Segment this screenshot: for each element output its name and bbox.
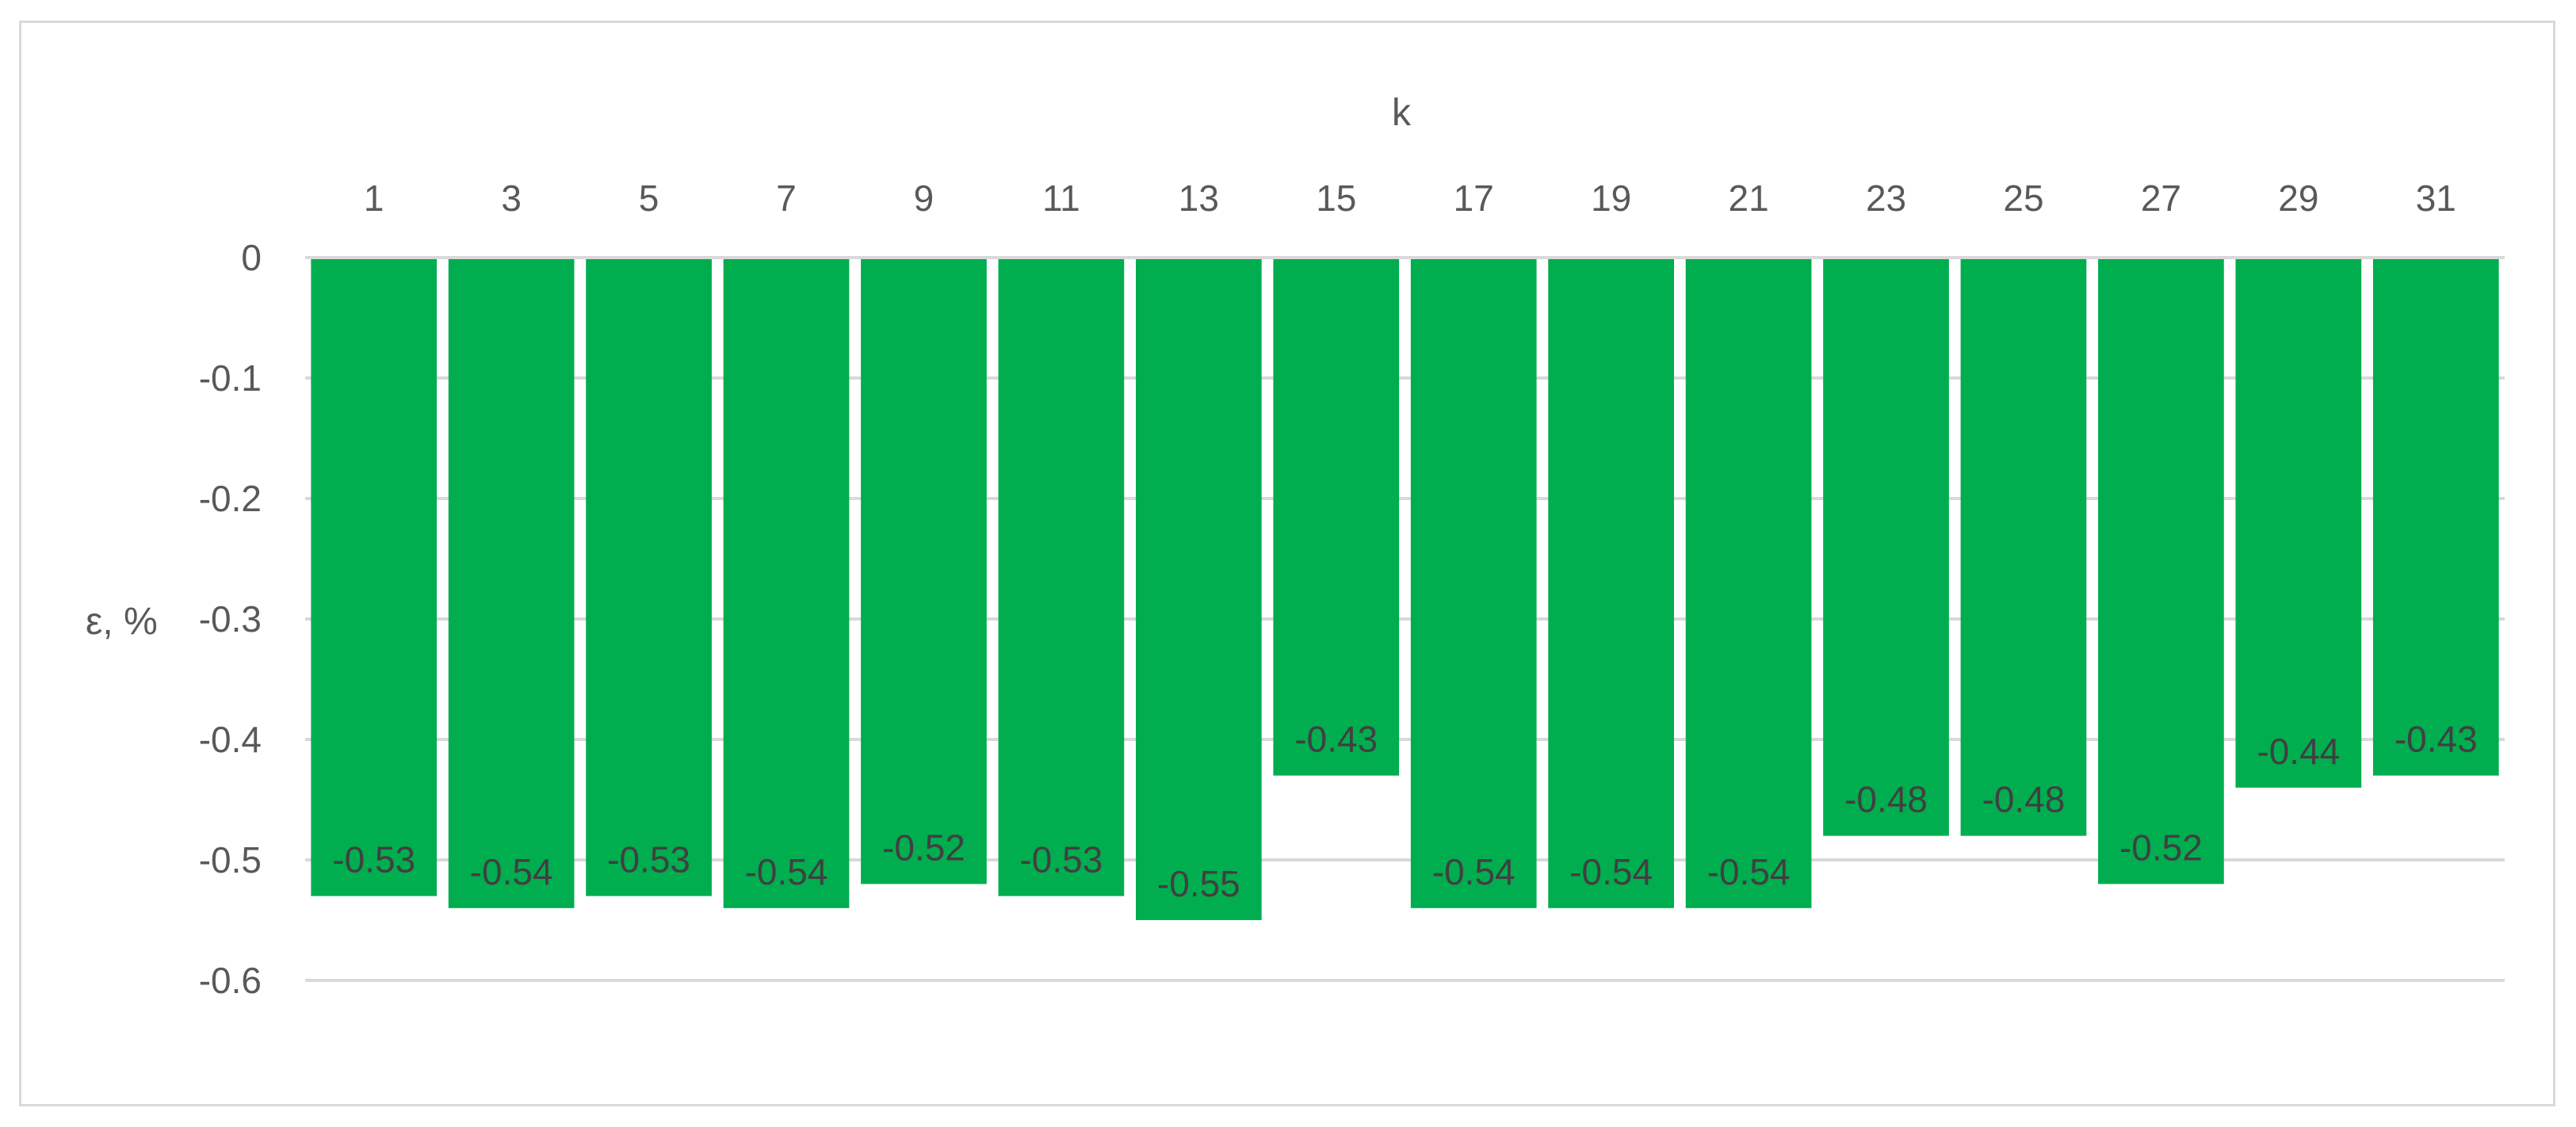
bar-k-9 xyxy=(861,258,987,884)
bar-k-15 xyxy=(1273,258,1400,776)
bar-k-1 xyxy=(311,258,438,896)
y-tick-label: -0.1 xyxy=(199,357,262,399)
bar-k-11 xyxy=(998,258,1125,896)
y-tick-label: -0.5 xyxy=(199,839,262,881)
data-label: -0.43 xyxy=(1294,719,1378,760)
bar-k-3 xyxy=(448,258,575,908)
x-tick-label: 17 xyxy=(1454,178,1494,219)
x-tick-label: 25 xyxy=(2003,178,2043,219)
bar-k-29 xyxy=(2235,258,2362,788)
x-tick-label: 3 xyxy=(501,178,522,219)
data-label: -0.54 xyxy=(1569,851,1653,892)
data-label: -0.53 xyxy=(607,839,690,881)
x-tick-label: 7 xyxy=(776,178,797,219)
x-tick-label: 29 xyxy=(2278,178,2318,219)
data-label: -0.48 xyxy=(1982,779,2066,820)
x-axis-title: k xyxy=(1392,92,1412,134)
data-label: -0.43 xyxy=(2394,719,2478,760)
x-tick-label: 1 xyxy=(364,178,384,219)
data-label: -0.54 xyxy=(745,851,828,892)
x-tick-label: 19 xyxy=(1591,178,1631,219)
data-label: -0.48 xyxy=(1844,779,1928,820)
data-label: -0.55 xyxy=(1157,863,1240,904)
data-label: -0.44 xyxy=(2257,731,2340,772)
data-label: -0.52 xyxy=(882,827,965,868)
bar-k-31 xyxy=(2372,258,2499,776)
y-tick-label: -0.2 xyxy=(199,478,262,519)
bar-k-25 xyxy=(1960,258,2087,836)
bar-k-27 xyxy=(2098,258,2224,884)
x-tick-labels: 1 3 5 7 9 11 13 15 17 19 21 23 25 27 29 31 xyxy=(364,178,2456,219)
x-tick-label: 15 xyxy=(1316,178,1356,219)
x-tick-label: 21 xyxy=(1729,178,1769,219)
data-label: -0.54 xyxy=(1707,851,1791,892)
x-tick-label: 23 xyxy=(1866,178,1906,219)
data-labels: -0.53 -0.54 -0.53 -0.54 -0.52 -0.53 -0.55 -0.43… xyxy=(332,719,2477,904)
data-label: -0.53 xyxy=(1019,839,1103,881)
y-axis-title: ε, % xyxy=(86,601,158,643)
bars xyxy=(311,258,2499,920)
bar-k-13 xyxy=(1135,258,1262,920)
y-tick-labels: 0 -0.1 -0.2 -0.3 -0.4 -0.5 -0.6 xyxy=(199,237,262,1001)
y-tick-label: 0 xyxy=(241,237,262,278)
x-tick-label: 27 xyxy=(2141,178,2181,219)
bar-k-7 xyxy=(723,258,850,908)
y-tick-label: -0.3 xyxy=(199,598,262,640)
data-label: -0.54 xyxy=(1432,851,1515,892)
x-tick-label: 11 xyxy=(1042,178,1080,219)
x-tick-label: 9 xyxy=(914,178,934,219)
bar-k-23 xyxy=(1823,258,1949,836)
y-tick-label: -0.6 xyxy=(199,960,262,1001)
bar-k-5 xyxy=(586,258,712,896)
data-label: -0.54 xyxy=(470,851,553,892)
bar-k-19 xyxy=(1548,258,1675,908)
y-tick-label: -0.4 xyxy=(199,719,262,760)
x-tick-label: 5 xyxy=(639,178,659,219)
x-tick-label: 31 xyxy=(2416,178,2456,219)
data-label: -0.52 xyxy=(2119,827,2203,868)
x-tick-label: 13 xyxy=(1179,178,1219,219)
data-label: -0.53 xyxy=(332,839,415,881)
bar-k-21 xyxy=(1685,258,1812,908)
bar-k-17 xyxy=(1410,258,1537,908)
